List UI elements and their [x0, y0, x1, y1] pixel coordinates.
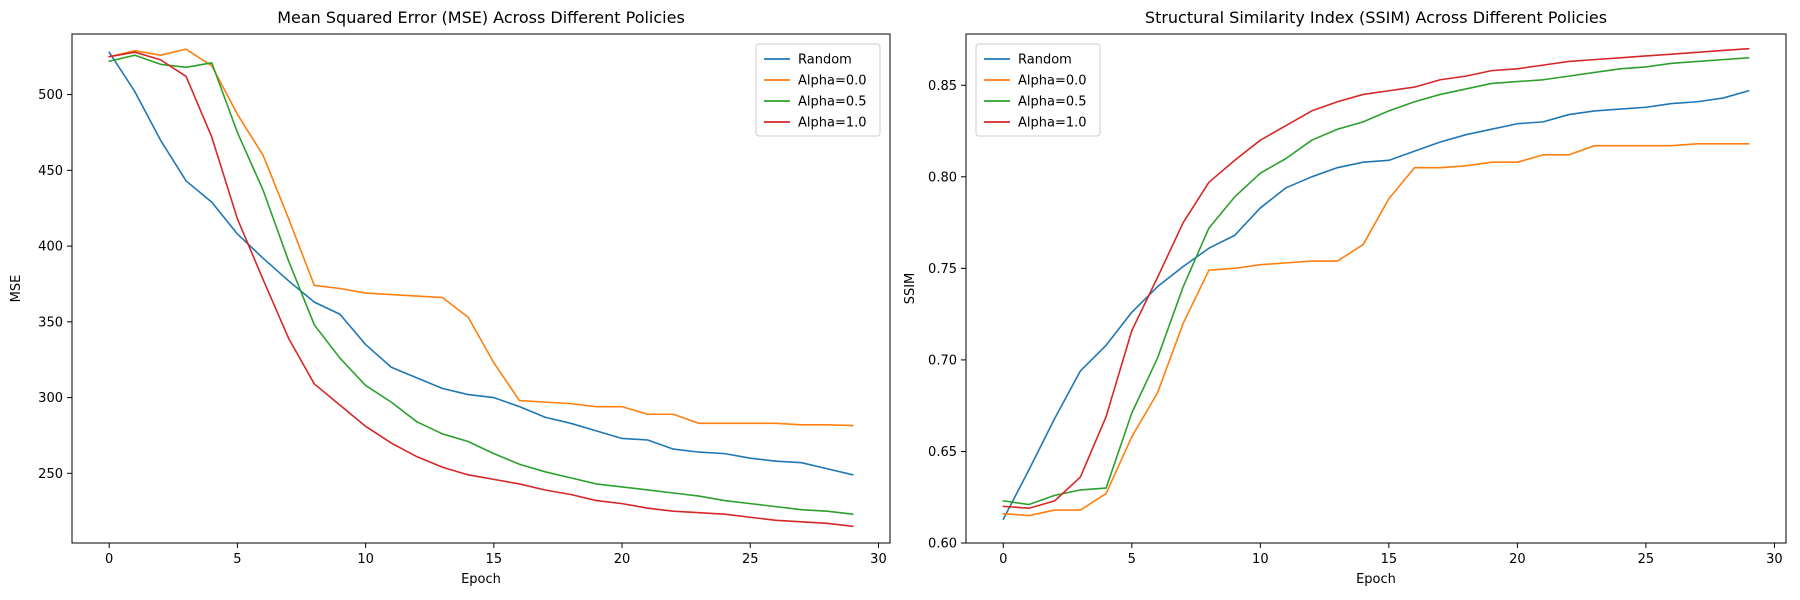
mse-chart-title: Mean Squared Error (MSE) Across Differen… — [277, 8, 685, 27]
ssim-line-random — [1002, 89, 1750, 520]
ssim-series-group — [1002, 47, 1750, 520]
ssim-plot-frame — [965, 33, 1787, 544]
mse-legend-label-alpha-1-0: Alpha=1.0 — [798, 116, 867, 131]
mse-x-tick-label: 20 — [614, 552, 631, 567]
mse-y-axis-label: MSE — [9, 275, 24, 303]
ssim-y-tick-label: 0.80 — [928, 170, 957, 185]
ssim-chart: Structural Similarity Index (SSIM) Acros… — [903, 8, 1787, 587]
mse-x-tick-label: 0 — [105, 552, 113, 567]
mse-line-alpha-1-0 — [108, 51, 854, 528]
ssim-legend: Random Alpha=0.0 Alpha=0.5 Alpha=1.0 — [975, 43, 1101, 137]
mse-line-alpha-0-5 — [108, 54, 854, 516]
mse-y-tick-label: 350 — [38, 315, 63, 330]
mse-x-axis-label: Epoch — [461, 572, 501, 587]
mse-series-group — [108, 48, 854, 528]
ssim-y-tick-label: 0.70 — [928, 353, 957, 368]
mse-plot-frame — [71, 33, 891, 544]
ssim-line-alpha-1-0 — [1002, 47, 1750, 510]
ssim-legend-box — [975, 43, 1101, 137]
ssim-line-alpha-0-5 — [1002, 57, 1750, 506]
mse-legend-box — [755, 43, 881, 137]
ssim-legend-label-random: Random — [1018, 53, 1072, 68]
mse-y-tick-label: 400 — [38, 240, 63, 255]
ssim-x-tick-label: 15 — [1381, 552, 1398, 567]
ssim-x-tick-label: 30 — [1766, 552, 1783, 567]
ssim-y-tick-label: 0.75 — [928, 262, 957, 277]
mse-y-tick-label: 450 — [38, 164, 63, 179]
ssim-x-axis-label: Epoch — [1356, 572, 1396, 587]
ssim-y-tick-label: 0.60 — [928, 537, 957, 552]
ssim-y-axis-label: SSIM — [903, 273, 918, 305]
mse-x-tick-label: 30 — [870, 552, 887, 567]
ssim-y-tick-label: 0.85 — [928, 79, 957, 94]
mse-legend-label-random: Random — [798, 53, 852, 68]
ssim-y-tick-label: 0.65 — [928, 445, 957, 460]
ssim-legend-label-alpha-0-5: Alpha=0.5 — [1018, 95, 1087, 110]
ssim-x-tick-label: 20 — [1509, 552, 1526, 567]
ssim-x-tick-label: 25 — [1638, 552, 1655, 567]
mse-line-alpha-0-0 — [108, 48, 854, 427]
mse-legend-label-alpha-0-5: Alpha=0.5 — [798, 95, 867, 110]
ssim-x-tick-label: 5 — [1128, 552, 1136, 567]
mse-chart: Mean Squared Error (MSE) Across Differen… — [9, 8, 891, 587]
ssim-chart-title: Structural Similarity Index (SSIM) Acros… — [1145, 8, 1607, 27]
mse-line-random — [108, 51, 854, 476]
ssim-line-alpha-0-0 — [1002, 143, 1750, 517]
mse-legend-label-alpha-0-0: Alpha=0.0 — [798, 74, 867, 89]
mse-x-tick-label: 25 — [742, 552, 759, 567]
mse-x-tick-label: 15 — [486, 552, 503, 567]
mse-legend: Random Alpha=0.0 Alpha=0.5 Alpha=1.0 — [755, 43, 881, 137]
mse-y-tick-label: 250 — [38, 467, 63, 482]
mse-x-tick-label: 10 — [357, 552, 374, 567]
ssim-legend-label-alpha-0-0: Alpha=0.0 — [1018, 74, 1087, 89]
mse-y-tick-label: 500 — [38, 88, 63, 103]
ssim-x-tick-label: 10 — [1252, 552, 1269, 567]
mse-y-tick-label: 300 — [38, 391, 63, 406]
ssim-x-tick-label: 0 — [999, 552, 1007, 567]
mse-x-tick-label: 5 — [233, 552, 241, 567]
ssim-legend-label-alpha-1-0: Alpha=1.0 — [1018, 116, 1087, 131]
